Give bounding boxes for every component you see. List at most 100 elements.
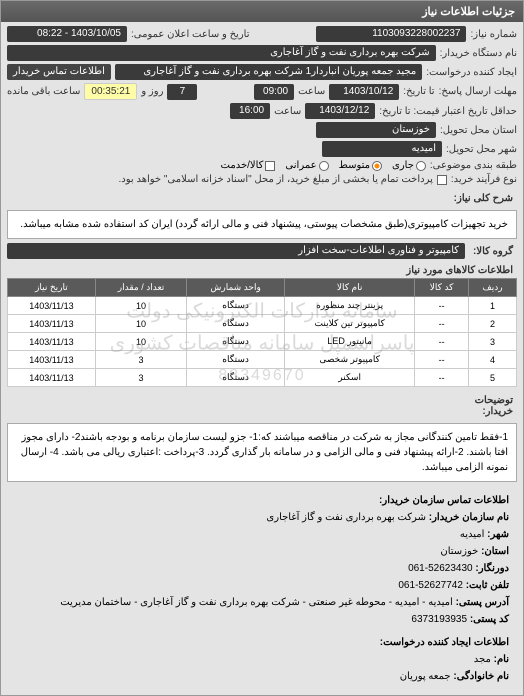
time-label-1: ساعت	[298, 86, 325, 97]
table-cell: دستگاه	[187, 315, 285, 333]
req-creator-header: اطلاعات ایجاد کننده درخواست:	[15, 634, 509, 651]
contact-city-label: شهر:	[487, 529, 509, 540]
table-cell: 1403/11/13	[8, 315, 96, 333]
description-box: خرید تجهیزات کامپیوتری(طبق مشخصات پیوستی…	[7, 210, 517, 239]
time-label-2: ساعت	[274, 106, 301, 117]
name-label: نام:	[494, 654, 509, 665]
group-value: کامپیوتر و فناوری اطلاعات-سخت افزار	[7, 243, 465, 259]
remain-label: ساعت باقی مانده	[7, 86, 80, 97]
table-title: اطلاعات کالاهای مورد نیاز	[7, 263, 517, 278]
table-cell: 3	[95, 369, 186, 387]
org-label: نام سازمان خریدار:	[429, 512, 509, 523]
city-label: شهر محل تحویل:	[446, 144, 517, 155]
price-valid-date: 1403/12/12	[305, 103, 375, 119]
datetime-field: 1403/10/05 - 08:22	[7, 26, 127, 42]
radio-jari[interactable]: جاری	[392, 160, 426, 171]
days-left: 7	[167, 84, 197, 100]
address-label: آدرس پستی:	[456, 597, 509, 608]
table-cell: --	[415, 333, 469, 351]
table-row: 1--پرینتر چند منظورهدستگاه101403/11/13	[8, 297, 517, 315]
province-field: خوزستان	[316, 122, 436, 138]
table-cell: 3	[469, 333, 517, 351]
buyer-label: نام دستگاه خریدار:	[440, 48, 517, 59]
price-valid-label: حداقل تاریخ اعتبار قیمت: تا تاریخ:	[379, 106, 517, 117]
table-cell: کامپیوتر شخصی	[285, 351, 415, 369]
province-label: استان محل تحویل:	[440, 125, 517, 136]
req-num-field: 1103093228002237	[316, 26, 466, 42]
deadline-to-label: تا تاریخ:	[403, 86, 434, 97]
address-val: امیدیه - امیدیه - محوطه غیر صنعتی - شرکت…	[60, 597, 453, 608]
fax-label: دورنگار:	[475, 563, 509, 574]
table-cell: اسکنر	[285, 369, 415, 387]
table-row: 3--مانیتور LEDدستگاه101403/11/13	[8, 333, 517, 351]
table-row: 5--اسکنردستگاه31403/11/13	[8, 369, 517, 387]
table-cell: 10	[95, 333, 186, 351]
table-header-row: ردیف کد کالا نام کالا واحد شمارش تعداد /…	[8, 279, 517, 297]
req-num-label: شماره نیاز:	[470, 29, 517, 40]
contact-province-label: استان:	[481, 546, 509, 557]
creator-field: مجید جمعه پوریان انباردار1 شرکت بهره برد…	[115, 64, 422, 80]
table-cell: 10	[95, 315, 186, 333]
buyer-notes-box: 1-فقط تامین کنندگانی مجاز به شرکت در منا…	[7, 423, 517, 482]
table-cell: دستگاه	[187, 333, 285, 351]
postal-val: 6373193935	[411, 614, 467, 625]
table-cell: 1403/11/13	[8, 351, 96, 369]
fax-val: 52623430-061	[408, 563, 473, 574]
price-valid-time: 16:00	[230, 103, 270, 119]
postal-label: کد پستی:	[470, 614, 509, 625]
contact-info-button[interactable]: اطلاعات تماس خریدار	[7, 64, 111, 80]
table-cell: دستگاه	[187, 351, 285, 369]
phone-label: تلفن ثابت:	[466, 580, 509, 591]
buyer-field: شرکت بهره برداری نفت و گاز آغاجاری	[7, 45, 436, 61]
table-row: 4--کامپیوتر شخصیدستگاه31403/11/13	[8, 351, 517, 369]
table-cell: پرینتر چند منظوره	[285, 297, 415, 315]
process-label: نوع فرآیند خرید:	[451, 174, 517, 185]
col-row: ردیف	[469, 279, 517, 297]
org-val: شرکت بهره برداری نفت و گاز آغاجاری	[266, 512, 426, 523]
table-cell: --	[415, 351, 469, 369]
table-cell: 1	[469, 297, 517, 315]
budget-label: طبقه بندی موضوعی:	[430, 160, 517, 171]
table-cell: 2	[469, 315, 517, 333]
contact-header: اطلاعات تماس سازمان خریدار:	[15, 492, 509, 509]
family-label: نام خانوادگی:	[453, 671, 509, 682]
check-kala[interactable]: کالا/خدمت	[221, 160, 276, 171]
table-cell: --	[415, 369, 469, 387]
city-field: امیدیه	[322, 141, 442, 157]
family-val: جمعه پوریان	[400, 671, 451, 682]
phone-val: 52627742-061	[398, 580, 463, 591]
table-cell: مانیتور LED	[285, 333, 415, 351]
day-label: روز و	[141, 86, 163, 97]
table-container: ردیف کد کالا نام کالا واحد شمارش تعداد /…	[7, 278, 517, 387]
radio-motavaset[interactable]: متوسط	[339, 160, 382, 171]
check-process[interactable]	[437, 175, 447, 185]
table-cell: 5	[469, 369, 517, 387]
items-table: ردیف کد کالا نام کالا واحد شمارش تعداد /…	[7, 278, 517, 387]
table-cell: 3	[95, 351, 186, 369]
creator-label: ایجاد کننده درخواست:	[426, 67, 517, 78]
col-qty: تعداد / مقدار	[95, 279, 186, 297]
table-cell: 1403/11/13	[8, 333, 96, 351]
process-text: پرداخت تمام یا بخشی از مبلغ خرید، از محل…	[7, 174, 433, 185]
panel-body: شماره نیاز: 1103093228002237 تاریخ و ساع…	[1, 22, 523, 695]
datetime-label: تاریخ و ساعت اعلان عمومی:	[131, 29, 250, 40]
table-cell: 4	[469, 351, 517, 369]
table-cell: 1403/11/13	[8, 369, 96, 387]
desc-label: شرح کلی نیاز:	[450, 191, 517, 206]
table-cell: دستگاه	[187, 369, 285, 387]
contact-province: خوزستان	[440, 546, 478, 557]
table-cell: دستگاه	[187, 297, 285, 315]
countdown-timer: 00:35:21	[84, 83, 137, 100]
table-cell: 1403/11/13	[8, 297, 96, 315]
deadline-date: 1403/10/12	[329, 84, 399, 100]
details-panel: جزئیات اطلاعات نیاز شماره نیاز: 11030932…	[0, 0, 524, 696]
table-cell: 10	[95, 297, 186, 315]
deadline-label: مهلت ارسال پاسخ:	[439, 86, 517, 97]
budget-radio-group: جاری متوسط عمرانی کالا/خدمت	[221, 160, 426, 171]
deadline-time: 09:00	[254, 84, 294, 100]
col-unit: واحد شمارش	[187, 279, 285, 297]
radio-omrani[interactable]: عمرانی	[285, 160, 328, 171]
col-name: نام کالا	[285, 279, 415, 297]
table-row: 2--کامپیوتر تین کلاینتدستگاه101403/11/13	[8, 315, 517, 333]
group-label: گروه کالا:	[469, 244, 517, 259]
